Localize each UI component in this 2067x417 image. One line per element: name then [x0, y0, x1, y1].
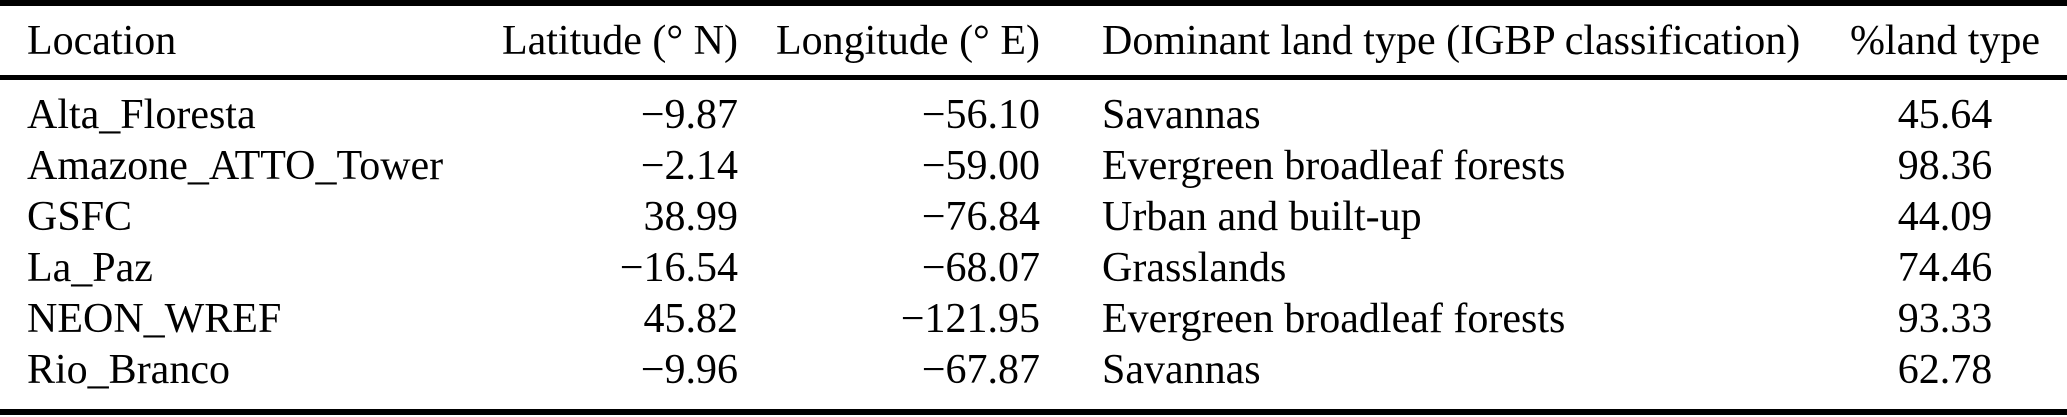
- cell-longitude: −76.84: [921, 194, 1040, 240]
- cell-land-type: Savannas: [1102, 92, 1261, 138]
- cell-location: Rio_Branco: [27, 347, 230, 393]
- cell-land-type: Evergreen broadleaf forests: [1102, 296, 1566, 342]
- cell-latitude: −16.54: [619, 245, 738, 291]
- cell-pct-land-type: 62.78: [1897, 347, 1993, 393]
- cell-pct-land-type: 45.64: [1897, 92, 1993, 138]
- table-row: Amazone_ATTO_Tower −2.14 −59.00 Evergree…: [0, 141, 2067, 192]
- col-header-location: Location: [0, 3, 445, 80]
- cell-land-type: Evergreen broadleaf forests: [1102, 143, 1566, 189]
- cell-land-type: Savannas: [1102, 347, 1261, 393]
- cell-latitude: 38.99: [643, 194, 739, 240]
- cell-location: NEON_WREF: [27, 296, 282, 342]
- cell-location: Amazone_ATTO_Tower: [27, 143, 444, 189]
- cell-location: Alta_Floresta: [27, 92, 256, 138]
- cell-pct-land-type: 44.09: [1897, 194, 1993, 240]
- cell-latitude: −9.96: [640, 347, 738, 393]
- cell-latitude: −2.14: [640, 143, 738, 189]
- table-row: GSFC 38.99 −76.84 Urban and built-up 44.…: [0, 192, 2067, 243]
- cell-pct-land-type: 74.46: [1897, 245, 1993, 291]
- cell-land-type: Urban and built-up: [1102, 194, 1422, 240]
- col-header-pct-land-type: %land type: [1823, 3, 2067, 80]
- col-header-land-type: Dominant land type (IGBP classification): [1040, 3, 1823, 80]
- cell-pct-land-type: 93.33: [1897, 296, 1993, 342]
- cell-location: GSFC: [27, 194, 133, 240]
- cell-land-type: Grasslands: [1102, 245, 1287, 291]
- cell-longitude: −68.07: [921, 245, 1040, 291]
- cell-latitude: −9.87: [640, 92, 738, 138]
- table-row: Rio_Branco −9.96 −67.87 Savannas 62.78: [0, 345, 2067, 412]
- cell-longitude: −59.00: [921, 143, 1040, 189]
- cell-pct-land-type: 98.36: [1897, 143, 1993, 189]
- cell-location: La_Paz: [27, 245, 153, 291]
- cell-latitude: 45.82: [643, 296, 739, 342]
- cell-longitude: −67.87: [921, 347, 1040, 393]
- col-header-latitude: Latitude (° N): [445, 3, 738, 80]
- table-row: NEON_WREF 45.82 −121.95 Evergreen broadl…: [0, 294, 2067, 345]
- col-header-longitude: Longitude (° E): [738, 3, 1040, 80]
- cell-longitude: −56.10: [921, 92, 1040, 138]
- cell-longitude: −121.95: [900, 296, 1040, 342]
- table-row: La_Paz −16.54 −68.07 Grasslands 74.46: [0, 243, 2067, 294]
- header-row: Location Latitude (° N) Longitude (° E) …: [0, 3, 2067, 80]
- table-row: Alta_Floresta −9.87 −56.10 Savannas 45.6…: [0, 78, 2067, 142]
